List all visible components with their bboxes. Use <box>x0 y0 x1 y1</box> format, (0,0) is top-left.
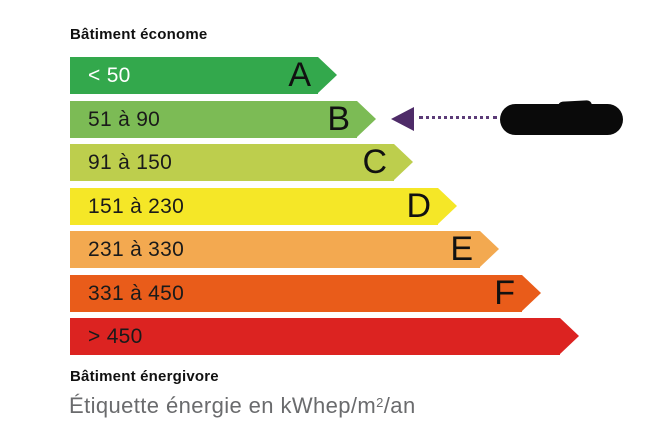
caption: Étiquette énergie en kWhep/m2/an <box>69 393 416 419</box>
energy-range-label: 91 à 150 <box>88 151 173 174</box>
energy-bar-row: > 450 <box>70 318 579 355</box>
bar-arrow-tip-icon <box>357 100 376 137</box>
energy-range-label: 51 à 90 <box>88 107 161 131</box>
redacted-value-box <box>500 103 623 135</box>
dotted-connector-line <box>419 116 497 119</box>
energy-bar: 231 à 330 E <box>70 230 499 268</box>
energy-range-label: > 450 <box>88 325 143 348</box>
energy-range-label: < 50 <box>88 64 131 87</box>
energy-bar: 331 à 450 F <box>70 273 541 312</box>
energy-range-label: 231 à 330 <box>88 238 185 261</box>
energy-bar-row: 91 à 150 C <box>70 144 560 181</box>
energy-range-label: 151 à 230 <box>88 194 185 218</box>
selection-arrow-icon <box>391 106 414 131</box>
energy-class-letter: B <box>327 99 350 138</box>
caption-superscript: 2 <box>376 395 384 410</box>
energy-bar-row: < 50 A <box>70 57 560 94</box>
caption-prefix: Étiquette énergie en kWhep/m <box>69 393 377 418</box>
energy-class-letter: D <box>406 186 431 225</box>
energy-range-label: 331 à 450 <box>88 281 185 305</box>
energy-scale: < 50 A 51 à 90 B 91 à 150 C 151 à 230 D … <box>70 57 623 362</box>
energy-bar-row: 51 à 90 B <box>70 99 623 138</box>
energy-bar: 91 à 150 C <box>70 143 413 181</box>
energy-bar-row: 231 à 330 E <box>70 231 560 268</box>
energy-bar-row: 151 à 230 D <box>70 186 560 225</box>
caption-suffix: /an <box>383 393 416 418</box>
bar-arrow-tip-icon <box>560 318 579 354</box>
bar-arrow-tip-icon <box>522 274 541 311</box>
energy-class-letter: A <box>288 56 311 94</box>
bar-arrow-tip-icon <box>480 231 499 267</box>
bar-arrow-tip-icon <box>394 144 413 180</box>
energy-bar: > 450 <box>70 318 579 355</box>
energy-bar: < 50 A <box>70 56 337 94</box>
energy-bar: 151 à 230 D <box>70 186 457 225</box>
top-label: Bâtiment économe <box>70 26 208 43</box>
energy-class-letter: C <box>362 143 387 181</box>
bar-arrow-tip-icon <box>438 187 457 224</box>
energy-bar: 51 à 90 B <box>70 99 376 138</box>
bar-arrow-tip-icon <box>318 57 337 93</box>
energy-bar-row: 331 à 450 F <box>70 273 560 312</box>
energy-class-letter: F <box>494 273 515 312</box>
bottom-label: Bâtiment énergivore <box>70 368 219 385</box>
energy-class-letter: E <box>450 230 473 268</box>
